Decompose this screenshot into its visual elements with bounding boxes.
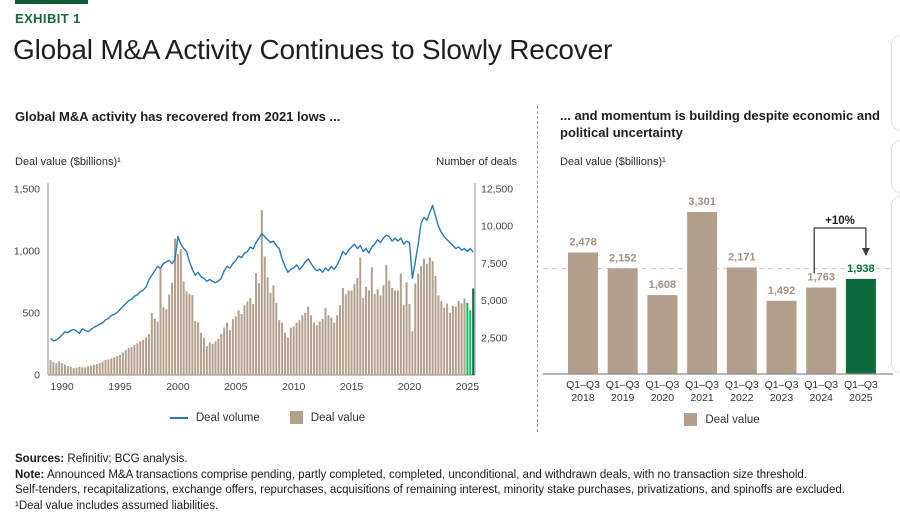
- svg-text:2022: 2022: [730, 392, 754, 404]
- right-axis-tick: 12,500: [481, 184, 513, 196]
- svg-text:2024: 2024: [810, 392, 834, 404]
- x-axis-tick: 2020: [398, 381, 422, 393]
- exhibit-label: EXHIBIT 1: [15, 11, 81, 26]
- right-axis-tick: 10,000: [481, 221, 513, 233]
- right-chart-legend: Deal value: [557, 413, 887, 426]
- sources-line: Sources: Refinitiv; BCG analysis.: [15, 453, 188, 465]
- quarterly-bars: [568, 212, 876, 374]
- svg-text:Q1–Q3: Q1–Q3: [566, 379, 600, 391]
- x-axis-labels: 1990 1995 2000 2005 2010 2015 2020 2025: [50, 381, 479, 393]
- deal-value-square-swatch: [289, 411, 303, 424]
- legend-label: Deal value: [705, 413, 760, 426]
- svg-text:1,763: 1,763: [807, 271, 835, 283]
- svg-text:1,938: 1,938: [847, 263, 875, 275]
- bar-chart-quarterly-deal-value: 2,478 2,152 1,608 3,301 2,171 1,492 1,763 1,938…: [543, 196, 893, 404]
- growth-annotation: +10%: [813, 215, 870, 274]
- svg-text:3,301: 3,301: [688, 196, 716, 208]
- left-axis-tick: 500: [22, 308, 40, 320]
- svg-text:Q1–Q3: Q1–Q3: [804, 379, 838, 391]
- svg-text:Q1–Q3: Q1–Q3: [725, 379, 759, 391]
- left-axis-tick: 1,500: [14, 184, 40, 196]
- legend-item-deal-value: Deal value: [289, 411, 366, 424]
- svg-text:1,608: 1,608: [649, 279, 677, 291]
- edge-panel-card[interactable]: [891, 35, 900, 131]
- deal-value-square-swatch: [684, 413, 698, 426]
- svg-text:Q1–Q3: Q1–Q3: [844, 379, 878, 391]
- right-axis-tick: 7,500: [481, 258, 507, 270]
- edge-panel-card[interactable]: [891, 196, 900, 373]
- legend-label: Deal volume: [195, 411, 260, 424]
- svg-text:2025: 2025: [849, 392, 873, 404]
- left-panel-subtitle: Global M&A activity has recovered from 2…: [15, 109, 341, 124]
- svg-text:2,171: 2,171: [728, 251, 756, 263]
- category-labels: Q1–Q32018Q1–Q32019Q1–Q32020Q1–Q32021Q1–Q…: [566, 379, 878, 404]
- x-axis-tick: 2005: [224, 381, 248, 393]
- bar-value-labels: 2,478 2,152 1,608 3,301 2,171 1,492 1,763 1,938: [569, 196, 874, 297]
- svg-text:2020: 2020: [651, 392, 675, 404]
- left-axis-tick: 0: [34, 370, 40, 382]
- combo-chart-deal-volume-value: 0 500 1,000 1,500 2,500 5,000 7,500 10,000 12,50…: [14, 183, 513, 393]
- x-axis-tick: 2010: [282, 381, 306, 393]
- x-axis-tick: 1990: [50, 381, 74, 393]
- svg-text:Q1–Q3: Q1–Q3: [685, 379, 719, 391]
- edge-panel-card[interactable]: [891, 140, 900, 193]
- deal-volume-line: [50, 204, 474, 342]
- legend-item-deal-value: Deal value: [684, 413, 760, 426]
- right-axis-caption: Number of deals: [436, 156, 517, 168]
- arrow-down-icon: [861, 248, 870, 256]
- right-panel-subtitle: ... and momentum is building despite eco…: [560, 108, 880, 140]
- svg-text:2,478: 2,478: [569, 236, 597, 248]
- legend-label: Deal value: [310, 411, 366, 424]
- svg-text:1,492: 1,492: [768, 285, 796, 297]
- right-panel-axis-caption: Deal value ($billions)¹: [560, 156, 666, 168]
- x-axis-tick: 2000: [166, 381, 190, 393]
- page-title: Global M&A Activity Continues to Slowly …: [13, 34, 613, 65]
- left-axis-caption: Deal value ($billions)¹: [15, 156, 121, 168]
- x-axis-tick: 1995: [108, 381, 132, 393]
- svg-text:2,152: 2,152: [609, 252, 637, 264]
- svg-text:Q1–Q3: Q1–Q3: [765, 379, 799, 391]
- footer-notes: Sources: Refinitiv; BCG analysis. Note: …: [15, 452, 885, 514]
- note-line-2: Self-tenders, recapitalizations, exchang…: [15, 484, 845, 496]
- svg-text:2021: 2021: [690, 392, 714, 404]
- left-axis-tick: 1,000: [14, 246, 40, 258]
- right-axis-tick: 5,000: [481, 295, 507, 307]
- svg-text:2023: 2023: [770, 392, 794, 404]
- svg-text:2019: 2019: [611, 392, 635, 404]
- footnote-line: ¹Deal value includes assumed liabilities…: [15, 499, 219, 512]
- deal-volume-line-swatch: [169, 416, 188, 419]
- svg-text:Q1–Q3: Q1–Q3: [645, 379, 679, 391]
- growth-percent-label: +10%: [825, 215, 855, 227]
- x-axis-tick: 2025: [456, 381, 480, 393]
- legend-item-deal-volume: Deal volume: [169, 411, 260, 424]
- x-axis-tick: 2015: [340, 381, 364, 393]
- svg-text:Q1–Q3: Q1–Q3: [606, 379, 640, 391]
- panel-divider: [537, 106, 538, 432]
- svg-text:2018: 2018: [571, 392, 595, 404]
- right-axis-tick: 2,500: [481, 332, 507, 344]
- note-line: Note: Announced M&A transactions compris…: [15, 468, 808, 481]
- left-chart-legend: Deal volume Deal value: [15, 411, 520, 424]
- deal-value-bars: [49, 210, 475, 375]
- top-accent-bar: [15, 0, 88, 4]
